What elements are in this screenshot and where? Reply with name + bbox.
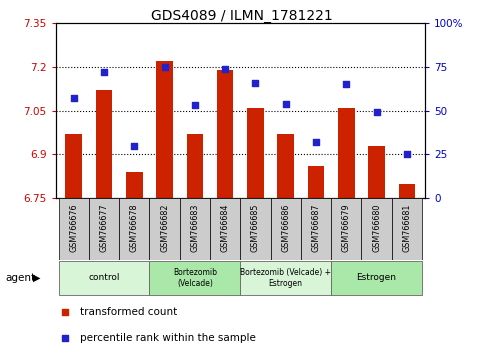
Bar	[308, 166, 325, 198]
Bar	[156, 61, 173, 198]
Text: GSM766677: GSM766677	[99, 203, 109, 252]
Bar	[241, 261, 331, 295]
Point	[221, 66, 229, 72]
Text: GSM766684: GSM766684	[221, 203, 229, 252]
Bar	[398, 184, 415, 198]
Text: percentile rank within the sample: percentile rank within the sample	[80, 333, 256, 343]
Bar	[149, 261, 241, 295]
Text: GSM766680: GSM766680	[372, 203, 381, 252]
Bar	[149, 198, 180, 260]
Text: GSM766687: GSM766687	[312, 203, 321, 252]
Text: GSM766686: GSM766686	[281, 203, 290, 252]
Point	[130, 143, 138, 149]
Point	[100, 69, 108, 75]
Point	[403, 152, 411, 157]
Bar	[331, 198, 361, 260]
Bar	[277, 134, 294, 198]
Point	[252, 80, 259, 85]
Point	[312, 139, 320, 145]
Bar	[270, 198, 301, 260]
Text: Bortezomib (Velcade) +
Estrogen: Bortezomib (Velcade) + Estrogen	[240, 268, 331, 287]
Bar	[247, 108, 264, 198]
Bar	[210, 198, 241, 260]
Text: GSM766678: GSM766678	[130, 203, 139, 252]
Bar	[241, 198, 270, 260]
Point	[191, 103, 199, 108]
Bar	[119, 198, 149, 260]
Text: GSM766681: GSM766681	[402, 203, 412, 252]
Text: GDS4089 / ILMN_1781221: GDS4089 / ILMN_1781221	[151, 9, 332, 23]
Bar	[338, 108, 355, 198]
Point	[70, 96, 78, 101]
Text: GSM766683: GSM766683	[190, 203, 199, 252]
Bar	[58, 198, 89, 260]
Point	[373, 109, 381, 115]
Bar	[186, 134, 203, 198]
Bar	[58, 261, 149, 295]
Text: transformed count: transformed count	[80, 307, 177, 317]
Bar	[217, 70, 233, 198]
Bar	[96, 90, 113, 198]
Text: GSM766679: GSM766679	[342, 203, 351, 252]
Text: GSM766685: GSM766685	[251, 203, 260, 252]
Text: control: control	[88, 273, 120, 282]
Point	[320, 173, 328, 179]
Point	[282, 101, 290, 107]
Bar	[331, 261, 422, 295]
Text: Estrogen: Estrogen	[356, 273, 397, 282]
Text: agent: agent	[6, 273, 36, 283]
Bar	[361, 198, 392, 260]
Text: Bortezomib
(Velcade): Bortezomib (Velcade)	[173, 268, 217, 287]
Text: GSM766682: GSM766682	[160, 203, 169, 252]
Bar	[301, 198, 331, 260]
Point	[161, 64, 169, 70]
Point	[342, 81, 350, 87]
Bar	[126, 172, 142, 198]
Text: GSM766676: GSM766676	[69, 203, 78, 252]
Bar	[392, 198, 422, 260]
Bar	[65, 134, 82, 198]
Bar	[368, 146, 385, 198]
Bar	[89, 198, 119, 260]
Bar	[180, 198, 210, 260]
Text: ▶: ▶	[33, 273, 41, 283]
